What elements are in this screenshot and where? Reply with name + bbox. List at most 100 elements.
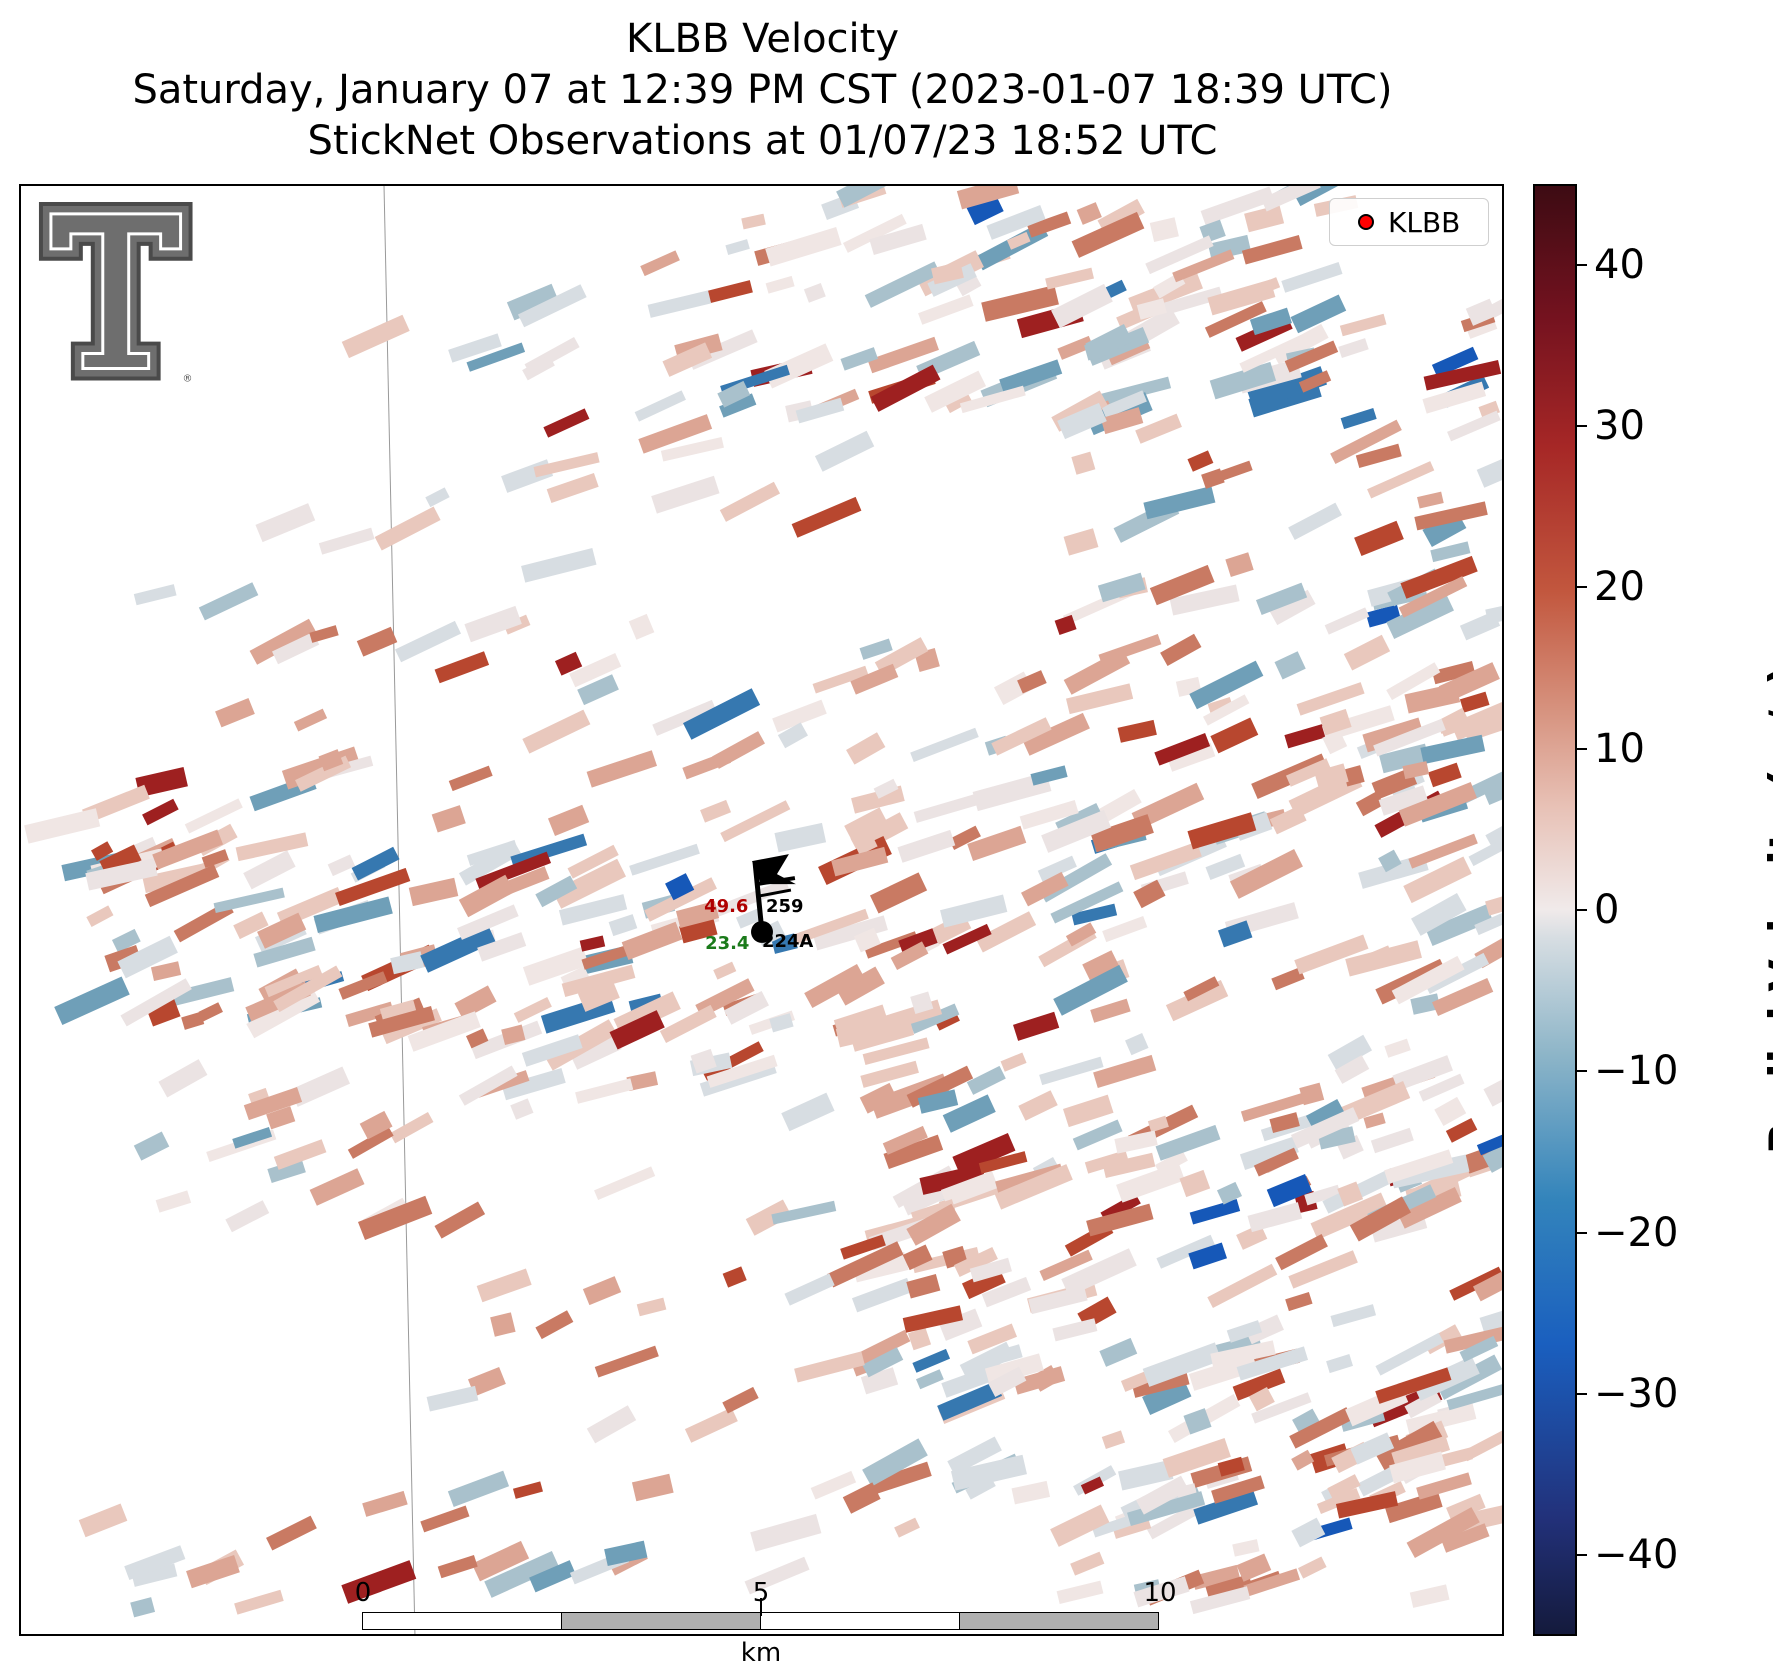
radar-gate [232,1126,273,1149]
radar-gate [851,1277,913,1313]
radar-gate [814,430,875,472]
radar-gate [1370,1127,1414,1154]
radar-gate [909,1003,960,1034]
radar-gate [1375,1367,1452,1404]
radar-map[interactable]: ® 49.6 259 23.4 224A [19,184,1504,1636]
radar-gate [1247,366,1328,411]
radar-gate [724,990,769,1025]
radar-gate [1398,576,1468,618]
radar-gate [1363,1112,1386,1129]
radar-gate [579,935,606,952]
colorbar-tick-label: 0 [1594,887,1620,933]
radar-gate [267,1158,306,1183]
radar-gate [1093,1054,1157,1089]
radar-gate [1155,1124,1221,1161]
radar-gate [512,1481,543,1499]
radar-gate [1145,235,1214,275]
radar-gate [1097,376,1172,407]
radar-gate [1465,298,1497,326]
radar-gate [791,496,862,538]
radar-gate [991,717,1052,756]
scale-segment [561,1612,761,1630]
radar-gate [1285,758,1332,787]
radar-gate [1135,1475,1189,1515]
radar-gate [522,709,591,754]
radar-gate [434,1201,486,1239]
colorbar-tick-label: −40 [1594,1532,1679,1579]
radar-gate [1327,1474,1361,1500]
radar-gate [972,771,1052,812]
radar-gate [771,1200,837,1225]
radar-gate [351,846,400,881]
radar-gate [777,722,808,749]
station-temperature: 49.6 [704,896,748,917]
colorbar-tick [1577,1231,1587,1234]
radar-gate [1292,1408,1320,1433]
radar-gate [243,1087,303,1121]
radar-gate [1288,1250,1358,1289]
radar-gate [581,943,635,970]
radar-gate [706,1054,778,1088]
radar-gate [947,1436,1002,1476]
radar-gate [1485,893,1502,916]
radar-gate [1411,893,1467,936]
radar-gate [870,872,928,914]
colorbar-tick-label: 40 [1594,241,1645,288]
county-boundary-line [383,186,416,1634]
radar-gate [869,223,927,255]
radar-gate [1169,584,1240,616]
radar-gate [471,1540,530,1582]
radar-gate [1430,541,1471,563]
radar-gate [853,927,881,953]
sticknet-station-plot[interactable]: 49.6 259 23.4 224A [704,854,813,954]
radar-gate [1449,1266,1502,1301]
radar-gate [1400,555,1478,599]
radar-gate [1423,360,1502,391]
radar-gate [604,1540,648,1566]
radar-gate [862,1347,904,1378]
radar-gate [850,663,899,695]
radar-gate [1397,1186,1462,1229]
radar-gate [1090,998,1131,1023]
radar-gate [1030,765,1068,786]
radar-gate [1037,855,1077,882]
radar-gate [120,978,192,1027]
radar-gates [24,186,1502,1618]
radar-gate [750,1513,822,1552]
radar-gate [1474,904,1502,936]
radar-gate [1427,762,1462,788]
radar-gate [1052,1318,1098,1342]
radar-gate [448,765,493,792]
radar-gate [660,436,724,462]
radar-gate [948,825,981,850]
radar-gate [735,907,764,929]
radar-gate [1160,633,1202,667]
radar-gate [682,751,731,780]
radar-gate [1391,955,1465,1005]
radar-gate [426,1385,479,1412]
radar-gate [1216,1181,1243,1205]
radar-gate [1162,1438,1231,1478]
radar-gate [1072,1119,1123,1151]
radar-gate [1410,993,1441,1015]
radar-gate [198,582,259,621]
radar-gate [313,896,393,933]
radar-gate [529,1560,577,1593]
radar-gate [1187,450,1214,472]
radar-gate [1291,1517,1326,1548]
radar-gate [266,1515,317,1551]
radar-gate [898,928,938,956]
radar-gate [1135,413,1182,444]
radar-gate [1187,812,1257,850]
radar-gate [341,1560,417,1604]
radar-gate [882,1125,928,1155]
radar-gate [745,1199,792,1236]
radar-gate [513,997,552,1023]
colorbar-tick [1577,1393,1587,1395]
radar-gate [535,875,578,908]
radar-gate [662,342,713,377]
radar-gate [1017,670,1047,694]
radar-gate [24,808,101,844]
radar-gate [1085,324,1133,361]
scale-segment [362,1612,562,1630]
